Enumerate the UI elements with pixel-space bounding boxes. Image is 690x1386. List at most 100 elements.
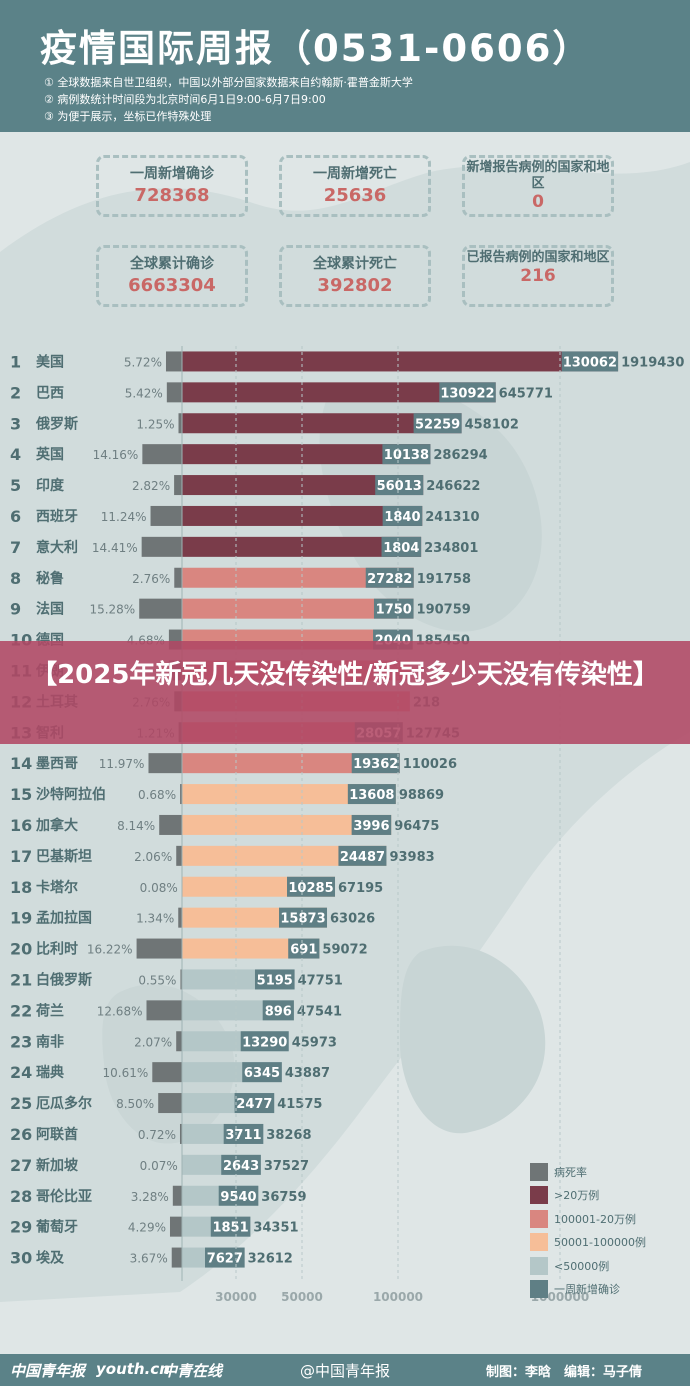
total-cases-bar bbox=[182, 351, 619, 372]
stat-new-countries: 新增报告病例的国家和地区 0 bbox=[462, 155, 614, 217]
total-cases-label: 96475 bbox=[394, 819, 439, 834]
stat-reported-countries: 已报告病例的国家和地区 216 bbox=[462, 245, 614, 307]
weibo-handle: @中国青年报 bbox=[300, 1362, 391, 1380]
weekly-new-bar bbox=[218, 1185, 259, 1206]
legend-item: 100001-20万例 bbox=[530, 1207, 646, 1231]
total-cases-label: 36759 bbox=[261, 1190, 306, 1205]
death-rate-bar bbox=[176, 845, 182, 866]
death-rate-label: 0.72% bbox=[138, 1128, 176, 1142]
death-rate-bar bbox=[166, 382, 182, 403]
weekly-new-label: 15873 bbox=[280, 912, 325, 927]
rank-label: 1 bbox=[10, 352, 21, 371]
weekly-new-label: 13608 bbox=[349, 788, 394, 803]
total-cases-label: 241310 bbox=[425, 510, 479, 525]
legend-item: >20万例 bbox=[530, 1184, 646, 1208]
country-label: 阿联酋 bbox=[36, 1126, 78, 1143]
logo-youth: youth.cn bbox=[96, 1360, 170, 1378]
rank-label: 2 bbox=[10, 383, 21, 402]
rank-label: 23 bbox=[10, 1032, 32, 1051]
stat-value: 216 bbox=[520, 266, 556, 286]
rank-label: 5 bbox=[10, 476, 21, 495]
stat-label: 一周新增死亡 bbox=[313, 166, 397, 182]
total-cases-label: 191758 bbox=[417, 572, 471, 587]
weekly-new-bar bbox=[338, 845, 387, 866]
rank-label: 29 bbox=[10, 1218, 32, 1237]
weekly-new-bar bbox=[234, 1093, 275, 1114]
weekly-new-bar bbox=[347, 784, 396, 805]
death-rate-bar bbox=[158, 1093, 182, 1114]
country-label: 墨西哥 bbox=[36, 756, 78, 772]
rank-label: 7 bbox=[10, 538, 21, 557]
banner-text: 【2025年新冠几天没传染性/新冠多少天没有传染性】 bbox=[31, 660, 659, 690]
page-title: 疫情国际周报（0531-0606） bbox=[40, 27, 592, 70]
death-rate-label: 0.68% bbox=[138, 788, 176, 802]
death-rate-label: 14.41% bbox=[92, 541, 138, 555]
death-rate-label: 11.24% bbox=[101, 510, 147, 524]
stat-total-confirmed: 全球累计确诊 6663304 bbox=[96, 245, 248, 307]
overlay-banner: 【2025年新冠几天没传染性/新冠多少天没有传染性】 bbox=[0, 641, 690, 744]
credits: 制图：李晗 编辑：马子倩 bbox=[486, 1365, 643, 1380]
death-rate-label: 16.22% bbox=[87, 943, 133, 957]
death-rate-label: 11.97% bbox=[99, 757, 145, 771]
weekly-new-label: 1750 bbox=[376, 603, 412, 618]
death-rate-bar bbox=[171, 1247, 182, 1268]
rank-label: 24 bbox=[10, 1063, 32, 1082]
death-rate-bar bbox=[178, 413, 182, 434]
rank-label: 27 bbox=[10, 1156, 32, 1175]
stat-value: 25636 bbox=[323, 185, 387, 206]
death-rate-bar bbox=[165, 351, 182, 372]
rank-label: 16 bbox=[10, 816, 32, 835]
death-rate-label: 5.72% bbox=[124, 355, 162, 369]
country-label: 意大利 bbox=[36, 539, 78, 556]
total-cases-label: 34351 bbox=[253, 1221, 298, 1236]
weekly-new-label: 3996 bbox=[353, 819, 389, 834]
weekly-new-bar bbox=[439, 382, 496, 403]
weekly-new-bar bbox=[413, 413, 462, 434]
death-rate-label: 2.82% bbox=[132, 479, 170, 493]
death-rate-label: 2.76% bbox=[132, 572, 170, 586]
weekly-new-label: 13290 bbox=[242, 1035, 287, 1050]
death-rate-label: 4.29% bbox=[128, 1221, 166, 1235]
legend: 病死率 >20万例 100001-20万例 50001-100000例 <50000例一… bbox=[530, 1160, 646, 1301]
country-label: 美国 bbox=[36, 353, 64, 370]
weekly-new-bar bbox=[375, 475, 424, 496]
weekly-new-bar bbox=[205, 1247, 245, 1268]
total-cases-bar bbox=[182, 444, 431, 465]
country-label: 西班牙 bbox=[36, 508, 78, 525]
death-rate-label: 2.06% bbox=[134, 850, 172, 864]
country-label: 白俄罗斯 bbox=[36, 971, 92, 988]
death-rate-label: 15.28% bbox=[89, 603, 135, 617]
rank-label: 17 bbox=[10, 847, 32, 866]
total-cases-label: 45973 bbox=[292, 1035, 337, 1050]
country-label: 瑞典 bbox=[36, 1064, 64, 1081]
country-label: 葡萄牙 bbox=[35, 1219, 78, 1236]
rank-label: 26 bbox=[10, 1125, 32, 1144]
stat-label: 新增报告病例的国家和地区 bbox=[466, 160, 610, 191]
rank-label: 14 bbox=[10, 754, 32, 773]
total-cases-bar bbox=[182, 413, 462, 434]
rank-label: 30 bbox=[10, 1249, 32, 1268]
weekly-new-label: 1851 bbox=[212, 1221, 248, 1236]
weekly-new-label: 2477 bbox=[236, 1097, 272, 1112]
death-rate-bar bbox=[180, 784, 182, 805]
stat-label: 全球累计确诊 bbox=[130, 256, 214, 272]
weekly-new-bar bbox=[240, 1031, 289, 1052]
stat-label: 已报告病例的国家和地区 bbox=[466, 250, 610, 265]
total-cases-label: 67195 bbox=[338, 881, 383, 896]
weekly-new-label: 10285 bbox=[288, 881, 333, 896]
death-rate-bar bbox=[141, 536, 182, 557]
total-cases-label: 37527 bbox=[264, 1159, 309, 1174]
logo-cyd: 中国青年报 bbox=[10, 1362, 86, 1380]
rank-label: 3 bbox=[10, 414, 21, 433]
total-cases-label: 63026 bbox=[330, 912, 375, 927]
total-cases-bar bbox=[182, 845, 387, 866]
legend-swatch bbox=[530, 1209, 548, 1228]
death-rate-bar bbox=[172, 1185, 182, 1206]
country-label: 卡塔尔 bbox=[36, 879, 78, 896]
total-cases-bar bbox=[182, 784, 396, 805]
total-cases-label: 234801 bbox=[424, 541, 478, 556]
rank-label: 20 bbox=[10, 940, 32, 959]
legend-swatch bbox=[530, 1233, 548, 1252]
rank-label: 4 bbox=[10, 445, 21, 464]
x-tick-label: 50000 bbox=[281, 1290, 323, 1304]
